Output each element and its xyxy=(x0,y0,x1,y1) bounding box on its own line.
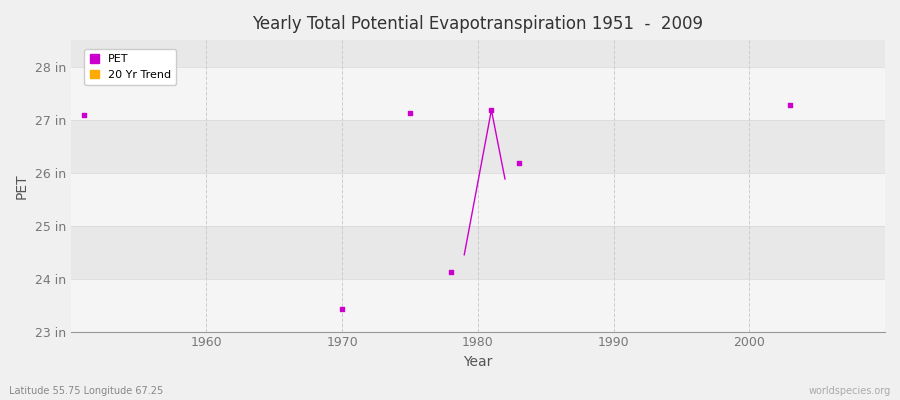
Point xyxy=(403,110,418,116)
Point xyxy=(444,269,458,276)
Point xyxy=(484,107,499,113)
Legend: PET, 20 Yr Trend: PET, 20 Yr Trend xyxy=(85,48,176,86)
Text: Latitude 55.75 Longitude 67.25: Latitude 55.75 Longitude 67.25 xyxy=(9,386,163,396)
Bar xyxy=(71,278,885,332)
Point xyxy=(783,102,797,108)
Title: Yearly Total Potential Evapotranspiration 1951  -  2009: Yearly Total Potential Evapotranspiratio… xyxy=(252,15,703,33)
Bar xyxy=(71,40,885,67)
Text: worldspecies.org: worldspecies.org xyxy=(809,386,891,396)
X-axis label: Year: Year xyxy=(464,355,492,369)
Y-axis label: PET: PET xyxy=(15,173,29,199)
Point xyxy=(77,112,92,118)
Point xyxy=(511,160,526,166)
Bar xyxy=(71,120,885,172)
Bar xyxy=(71,172,885,226)
Point xyxy=(335,306,349,312)
Bar xyxy=(71,67,885,120)
Bar xyxy=(71,226,885,278)
